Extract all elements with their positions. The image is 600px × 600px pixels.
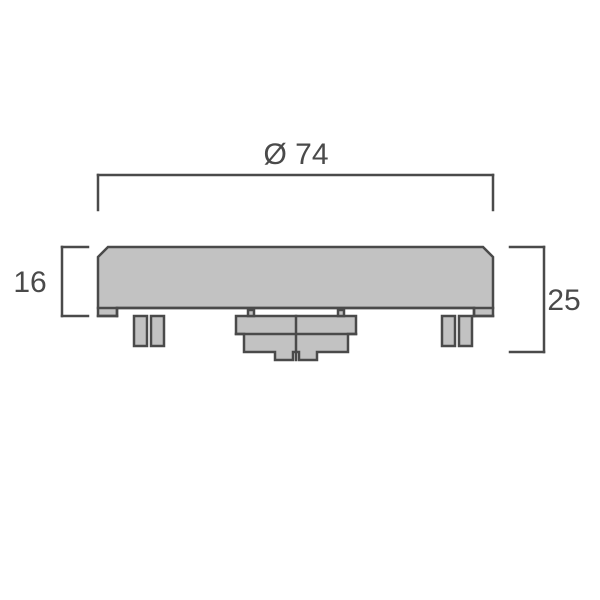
dim-h25-text: 25 — [547, 284, 580, 317]
base-notch-right — [338, 310, 344, 316]
dim-diameter-text: Ø 74 — [263, 138, 328, 171]
dim-h16-text: 16 — [13, 266, 46, 299]
pin-left-b — [151, 316, 164, 346]
lamp-body — [98, 247, 493, 316]
pin-left-a — [134, 316, 147, 346]
dimension-drawing: Ø 74 16 25 — [0, 0, 600, 600]
pin-right-b — [459, 316, 472, 346]
pin-right-a — [442, 316, 455, 346]
base-notch-left — [248, 310, 254, 316]
